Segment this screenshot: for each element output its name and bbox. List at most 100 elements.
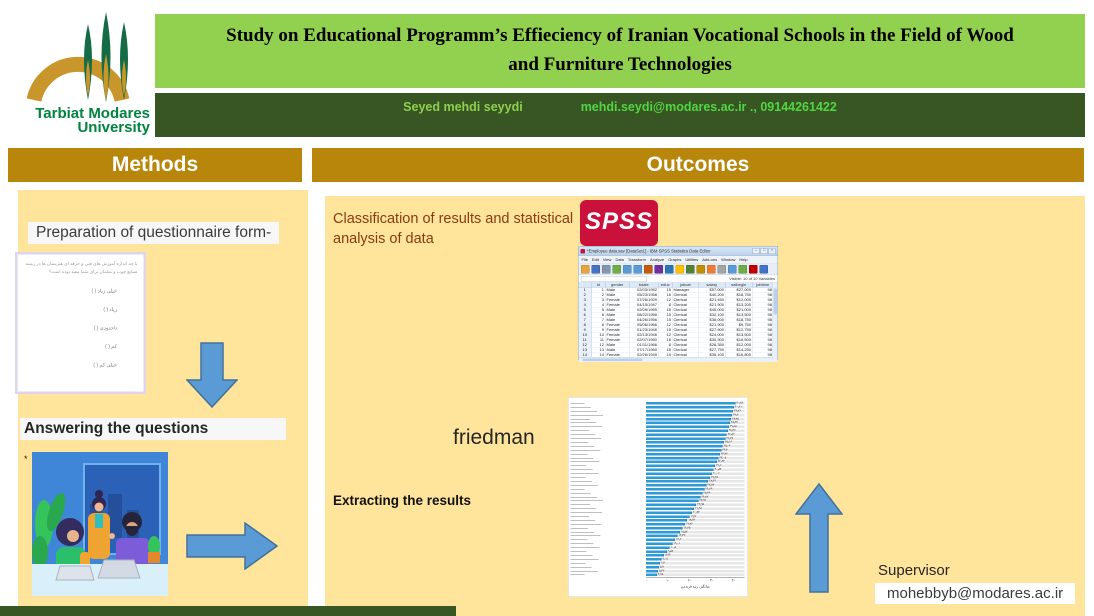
right-arrow-icon xyxy=(186,522,278,570)
horizontal-scrollbar xyxy=(578,357,778,362)
table-cell: $13,500 xyxy=(725,312,753,318)
chart-bar-row: ــــــــــــــــــــــــــــــــــــ ۲۰٫۹… xyxy=(571,511,745,515)
table-cell: $21,000 xyxy=(725,307,753,313)
outcomes-section-header: Outcomes xyxy=(312,148,1084,182)
bar xyxy=(646,429,728,432)
table-cell: $16,500 xyxy=(725,337,753,343)
spss-status-bar: Visible: 10 of 10 Variables xyxy=(578,275,778,283)
bar-track: ۱۰٫۸ xyxy=(646,546,745,549)
methods-panel: Preparation of questionnaire form- تا چه… xyxy=(15,190,308,606)
table-cell: $27,000 xyxy=(725,287,753,293)
bar-label: ـــــــــــــــــــ xyxy=(570,538,588,542)
chart-bar-row: ــــــــــــــــــــــــــــــــ ۳۰٫۰۶ xyxy=(571,472,745,476)
bar-value: ۳۹٫۷۶ xyxy=(734,409,741,413)
bar-label: ــــــــــــــــــ xyxy=(570,549,587,553)
table-cell: 2 xyxy=(578,292,592,298)
bar-value: ۱۷٫۷۶ xyxy=(685,522,693,526)
title-band: Study on Educational Programm’s Effiecie… xyxy=(155,14,1085,88)
bar-track: ۲۱٫۹۶ xyxy=(646,507,745,510)
spss-window-title: *Employee data.sav [DataSet1] - IBM SPSS… xyxy=(587,248,711,254)
table-row: 12 12 Male 01/11/1966 8 Clerical $28,350 $12,00… xyxy=(578,342,778,348)
bar-track: ۲۶٫۶۹ xyxy=(646,487,745,491)
table-cell: Female xyxy=(605,352,630,358)
table-row: 7 7 Male 04/26/1956 15 Clerical $36,000 $18,750… xyxy=(578,317,778,323)
bar-label: ــــــــــــــــــــــــــــ xyxy=(570,432,596,436)
chart-bar-row: ــــــــــــــــــــــــــــــــ ۷٫۰۵ xyxy=(571,557,745,561)
chart-bar-row: ــــــــــــــــ ۲۶٫۶۹ xyxy=(571,487,745,491)
spss-logo: SPSS xyxy=(580,200,658,246)
save-icon xyxy=(591,264,600,274)
bar xyxy=(646,546,670,549)
bar-value: ۳۰٫۸۴ xyxy=(714,467,722,471)
bar-label: ــــــــــــــــــــــــــــــــــ xyxy=(570,448,601,452)
table-cell: $12,000 xyxy=(725,342,753,348)
bar xyxy=(646,437,726,440)
table-cell: 10 xyxy=(591,332,606,338)
bar-track: ۲۵٫۷۹ xyxy=(646,491,745,495)
bar-track: ۴٫۹۸ xyxy=(646,573,745,577)
axis-tick: ۳۰ xyxy=(709,578,714,583)
table-cell: 15 xyxy=(658,327,673,333)
bar xyxy=(646,503,697,507)
bar xyxy=(646,464,716,468)
bar xyxy=(646,480,709,483)
person-middle xyxy=(88,490,115,559)
bar xyxy=(646,550,667,553)
table-cell: $21,900 xyxy=(698,302,726,308)
bar xyxy=(646,495,701,499)
bar-value: ۱۸٫۸۴ xyxy=(688,518,696,522)
bar-track: ۲۹٫۲۵ xyxy=(646,476,745,479)
bar-label: ـــــــــــــــــــــــــ xyxy=(570,467,593,471)
bar-label: ــــــــــــــــــــــــــــــــ xyxy=(570,471,599,475)
bar xyxy=(646,456,719,460)
table-cell: Clerical xyxy=(672,347,699,353)
bar-label: ــــــــــــــــــــــــــــــ xyxy=(570,409,597,413)
bar-track: ۳۰٫۰۶ xyxy=(646,472,745,475)
bar xyxy=(646,402,736,405)
spss-menu-edit: Edit xyxy=(591,257,599,262)
bar-track: ۱۲٫۰۱ xyxy=(646,542,745,546)
bar xyxy=(646,523,685,526)
table-cell: 8 xyxy=(591,322,606,328)
table-cell: 12 xyxy=(658,322,673,328)
bar-value: ۳۷٫۸۸ xyxy=(729,425,737,429)
chart-bar-row: ـــــــــــــــــــــــــــــــ ۲۷٫۵۷ xyxy=(571,483,745,487)
table-cell: 15 xyxy=(658,352,673,358)
bar-value: ۱۵٫۵۲ xyxy=(680,530,688,534)
spss-menu-file: File xyxy=(581,257,588,262)
table-cell: 01/11/1966 xyxy=(629,342,659,348)
chart-bar-row: ـــــــــــــــــــــ ۱۹٫۹ xyxy=(571,515,745,519)
bar-value: ۸٫۳۲ xyxy=(665,553,671,557)
table-cell: $21,450 xyxy=(698,297,726,303)
table-cell: 15 xyxy=(658,307,673,313)
chart-bar-row: ــــــــــــــــــ ۳۱٫۶ xyxy=(571,464,745,468)
bar-value: ۳۰٫۰۶ xyxy=(712,471,720,475)
chart-x-axis-title: میانگین رتبه فریدمن xyxy=(680,584,710,589)
table-cell: 2 xyxy=(591,292,606,298)
table-cell: 10 xyxy=(578,332,592,338)
table-row: 5 5 Male 02/09/1955 15 Clerical $45,000 $21,000… xyxy=(578,307,778,313)
spss-menu-help: Help xyxy=(739,257,748,262)
bar-track: ۲۸٫۴۲ xyxy=(646,480,745,483)
table-cell: 3 xyxy=(591,297,606,303)
questionnaire-option: کم ( ) xyxy=(105,344,117,350)
bar-label: ـــــــــــــــــــــــ xyxy=(570,491,591,495)
bar-value: ۲۸٫۴۲ xyxy=(709,479,716,483)
bar-label: ـــــــــــــــــ xyxy=(570,475,586,479)
bar-label: ـــــــــــــــــــــــ xyxy=(570,405,591,409)
author-contact: mehdi.seydi@modares.ac.ir ., 09144261422 xyxy=(581,100,837,137)
bar-label: ــــــــــــــــــــ xyxy=(570,526,589,530)
table-cell: 9 xyxy=(591,327,606,333)
bar-track: ۱۳٫۲ xyxy=(646,538,745,542)
bar-value: ۳۶٫۸۲ xyxy=(727,432,735,436)
column-header: bdate xyxy=(629,282,659,288)
table-cell: Clerical xyxy=(672,332,699,338)
table-cell: 02/03/1952 xyxy=(629,287,659,293)
chart-bar-row: ــــــــــــــــــــــــــــــــــــ ۳۷٫۸… xyxy=(571,425,745,429)
table-cell: 12 xyxy=(578,342,592,348)
bar xyxy=(646,468,714,471)
column-header: salbegin xyxy=(725,282,753,288)
bar-label: ــــــــــــــــ xyxy=(570,401,585,405)
table-cell: 15 xyxy=(658,317,673,323)
table-cell: 15 xyxy=(658,312,673,318)
